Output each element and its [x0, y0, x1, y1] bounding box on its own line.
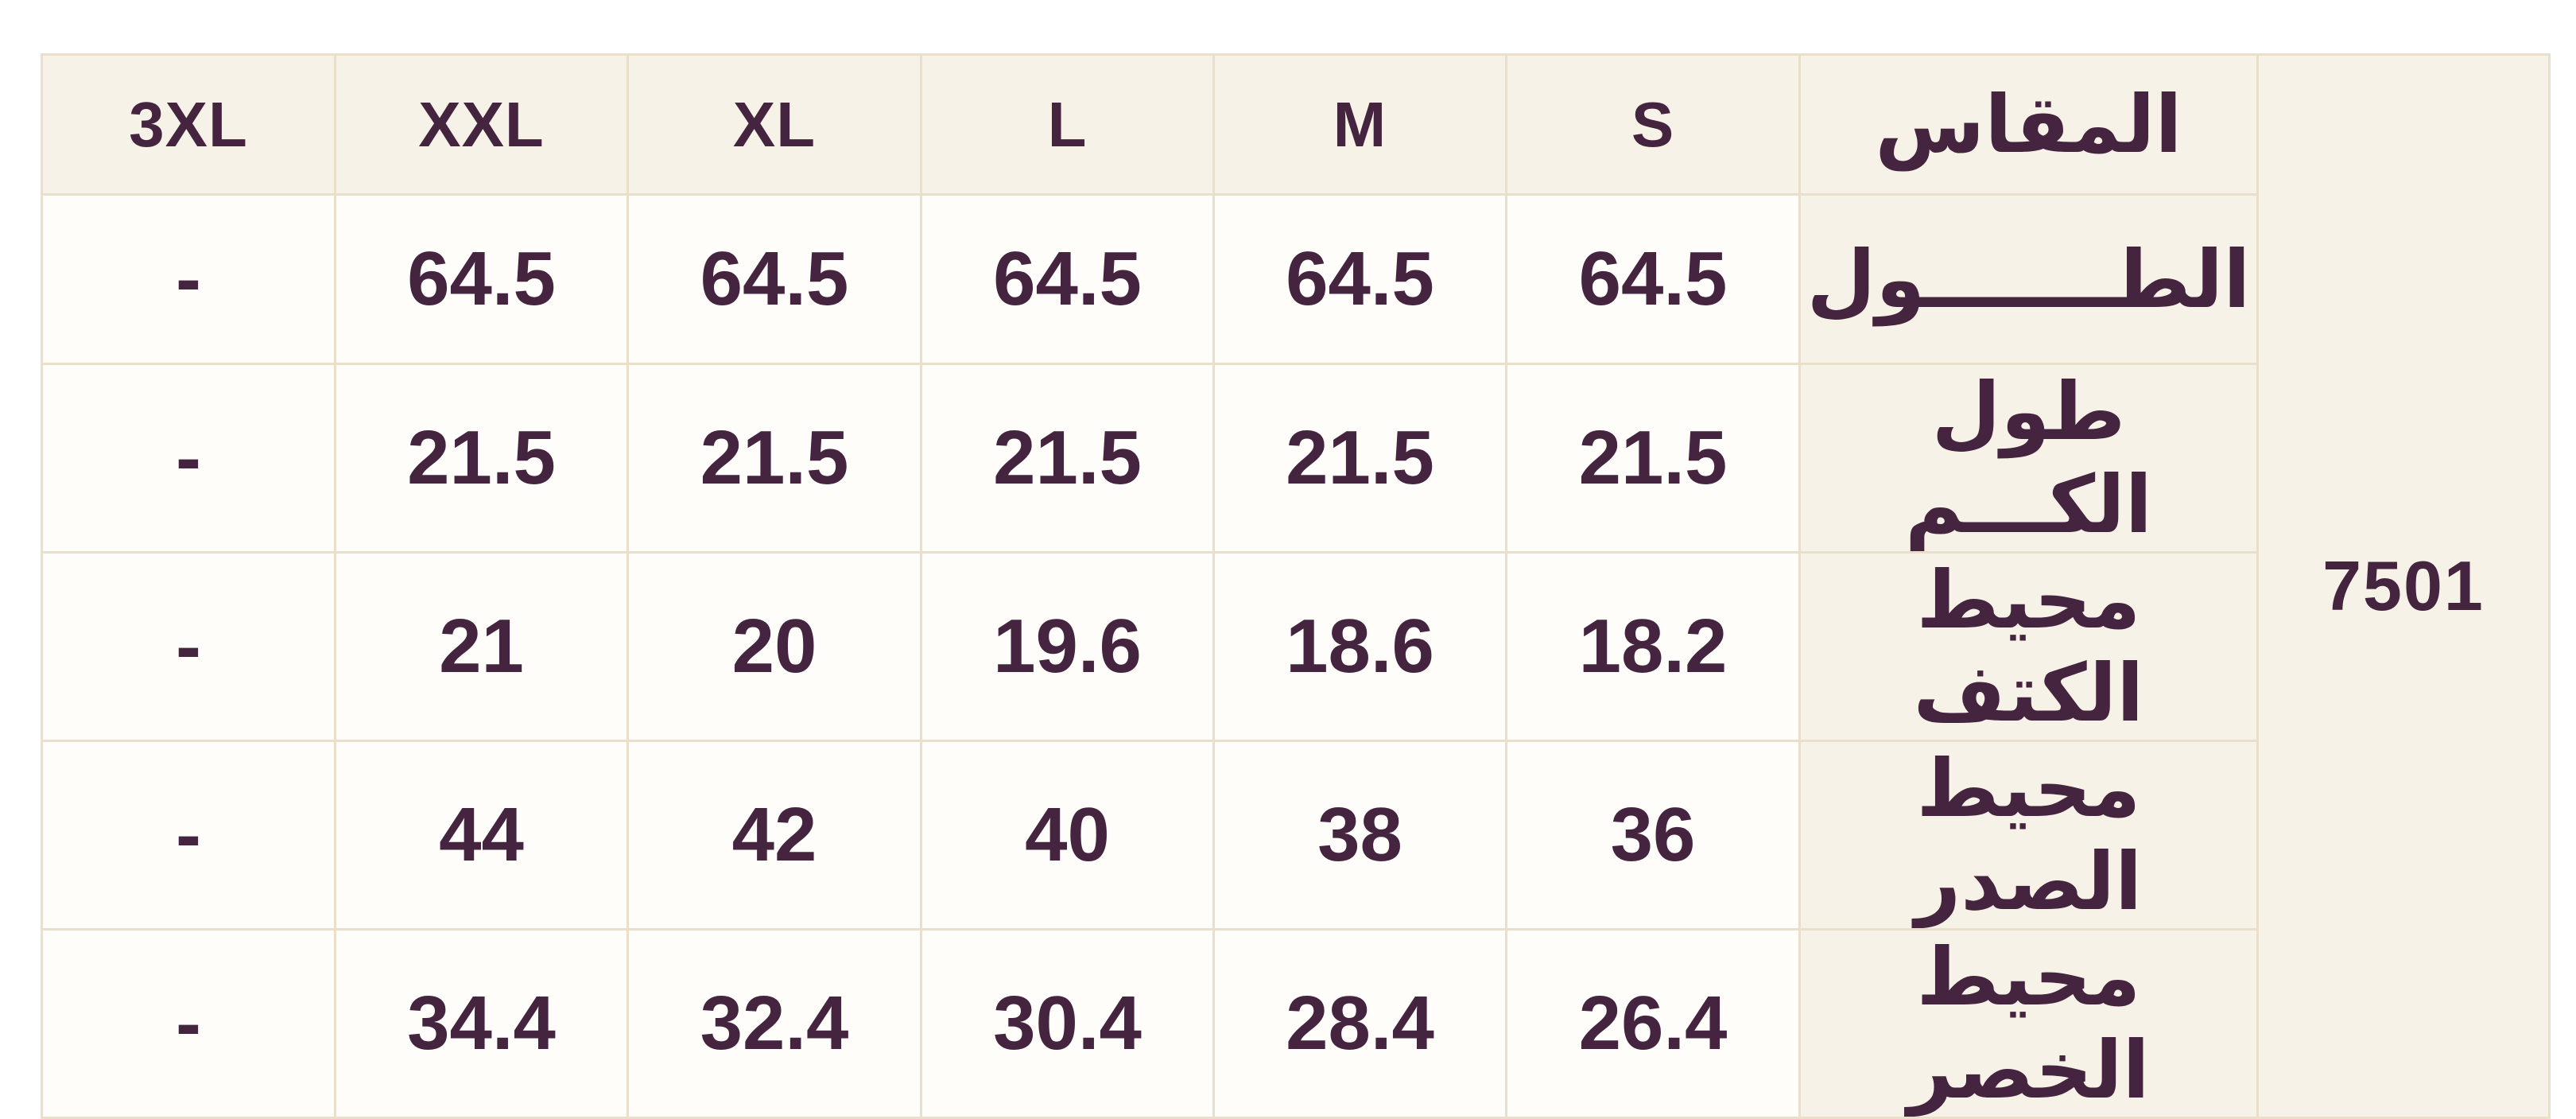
value-cell: 21.5 — [1505, 363, 1801, 554]
value-cell: 26.4 — [1505, 928, 1801, 1119]
value-cell: 21.5 — [627, 363, 922, 554]
value-cell: 21.5 — [1212, 363, 1507, 554]
header-size-3xl: 3XL — [41, 53, 336, 196]
value-cell: 19.6 — [920, 551, 1215, 742]
header-size-l: L — [920, 53, 1215, 196]
value-cell: 64.5 — [334, 193, 629, 365]
row-label-shoulder-width: محيط الكتف — [1798, 551, 2259, 742]
value-cell: 20 — [627, 551, 922, 742]
value-cell: - — [41, 551, 336, 742]
header-size-m: M — [1212, 53, 1507, 196]
value-cell: 64.5 — [920, 193, 1215, 365]
row-waist-circumference: - 34.4 32.4 30.4 28.4 26.4 محيط الخصر — [41, 928, 2550, 1119]
size-chart-table: 3XL XXL XL L M S المقاس 7501 - 64.5 64.5… — [41, 53, 2551, 1119]
header-size-xxl: XXL — [334, 53, 629, 196]
value-cell: 21 — [334, 551, 629, 742]
value-cell: 64.5 — [1212, 193, 1507, 365]
row-label-sleeve-length: طول الكـــم — [1798, 363, 2259, 554]
row-label-waist-circumference: محيط الخصر — [1798, 928, 2259, 1119]
row-label-length: الطـــــــول — [1798, 193, 2259, 365]
value-cell: 18.2 — [1505, 551, 1801, 742]
size-chart-page: 3XL XXL XL L M S المقاس 7501 - 64.5 64.5… — [41, 53, 2551, 1119]
value-cell: - — [41, 363, 336, 554]
value-cell: 38 — [1212, 740, 1507, 931]
value-cell: 21.5 — [334, 363, 629, 554]
value-cell: 44 — [334, 740, 629, 931]
value-cell: 42 — [627, 740, 922, 931]
header-size-s: S — [1505, 53, 1801, 196]
row-chest-circumference: - 44 42 40 38 36 محيط الصدر — [41, 740, 2550, 931]
value-cell: 34.4 — [334, 928, 629, 1119]
header-row: 3XL XXL XL L M S المقاس 7501 — [41, 53, 2551, 1119]
value-cell: 36 — [1505, 740, 1801, 931]
row-length: - 64.5 64.5 64.5 64.5 64.5 الطـــــــول — [41, 193, 2550, 365]
row-shoulder-width: - 21 20 19.6 18.6 18.2 محيط الكتف — [41, 551, 2550, 742]
row-label-chest-circumference: محيط الصدر — [1798, 740, 2259, 931]
product-code-cell: 7501 — [2256, 53, 2551, 1119]
header-size-xl: XL — [627, 53, 922, 196]
row-sleeve-length: - 21.5 21.5 21.5 21.5 21.5 طول الكـــم — [41, 363, 2550, 554]
value-cell: 28.4 — [1212, 928, 1507, 1119]
value-cell: - — [41, 928, 336, 1119]
value-cell: 64.5 — [627, 193, 922, 365]
value-cell: - — [41, 740, 336, 931]
value-cell: 18.6 — [1212, 551, 1507, 742]
value-cell: 64.5 — [1505, 193, 1801, 365]
value-cell: 30.4 — [920, 928, 1215, 1119]
value-cell: 21.5 — [920, 363, 1215, 554]
value-cell: - — [41, 193, 336, 365]
value-cell: 40 — [920, 740, 1215, 931]
value-cell: 32.4 — [627, 928, 922, 1119]
header-measure-label: المقاس — [1798, 53, 2259, 196]
